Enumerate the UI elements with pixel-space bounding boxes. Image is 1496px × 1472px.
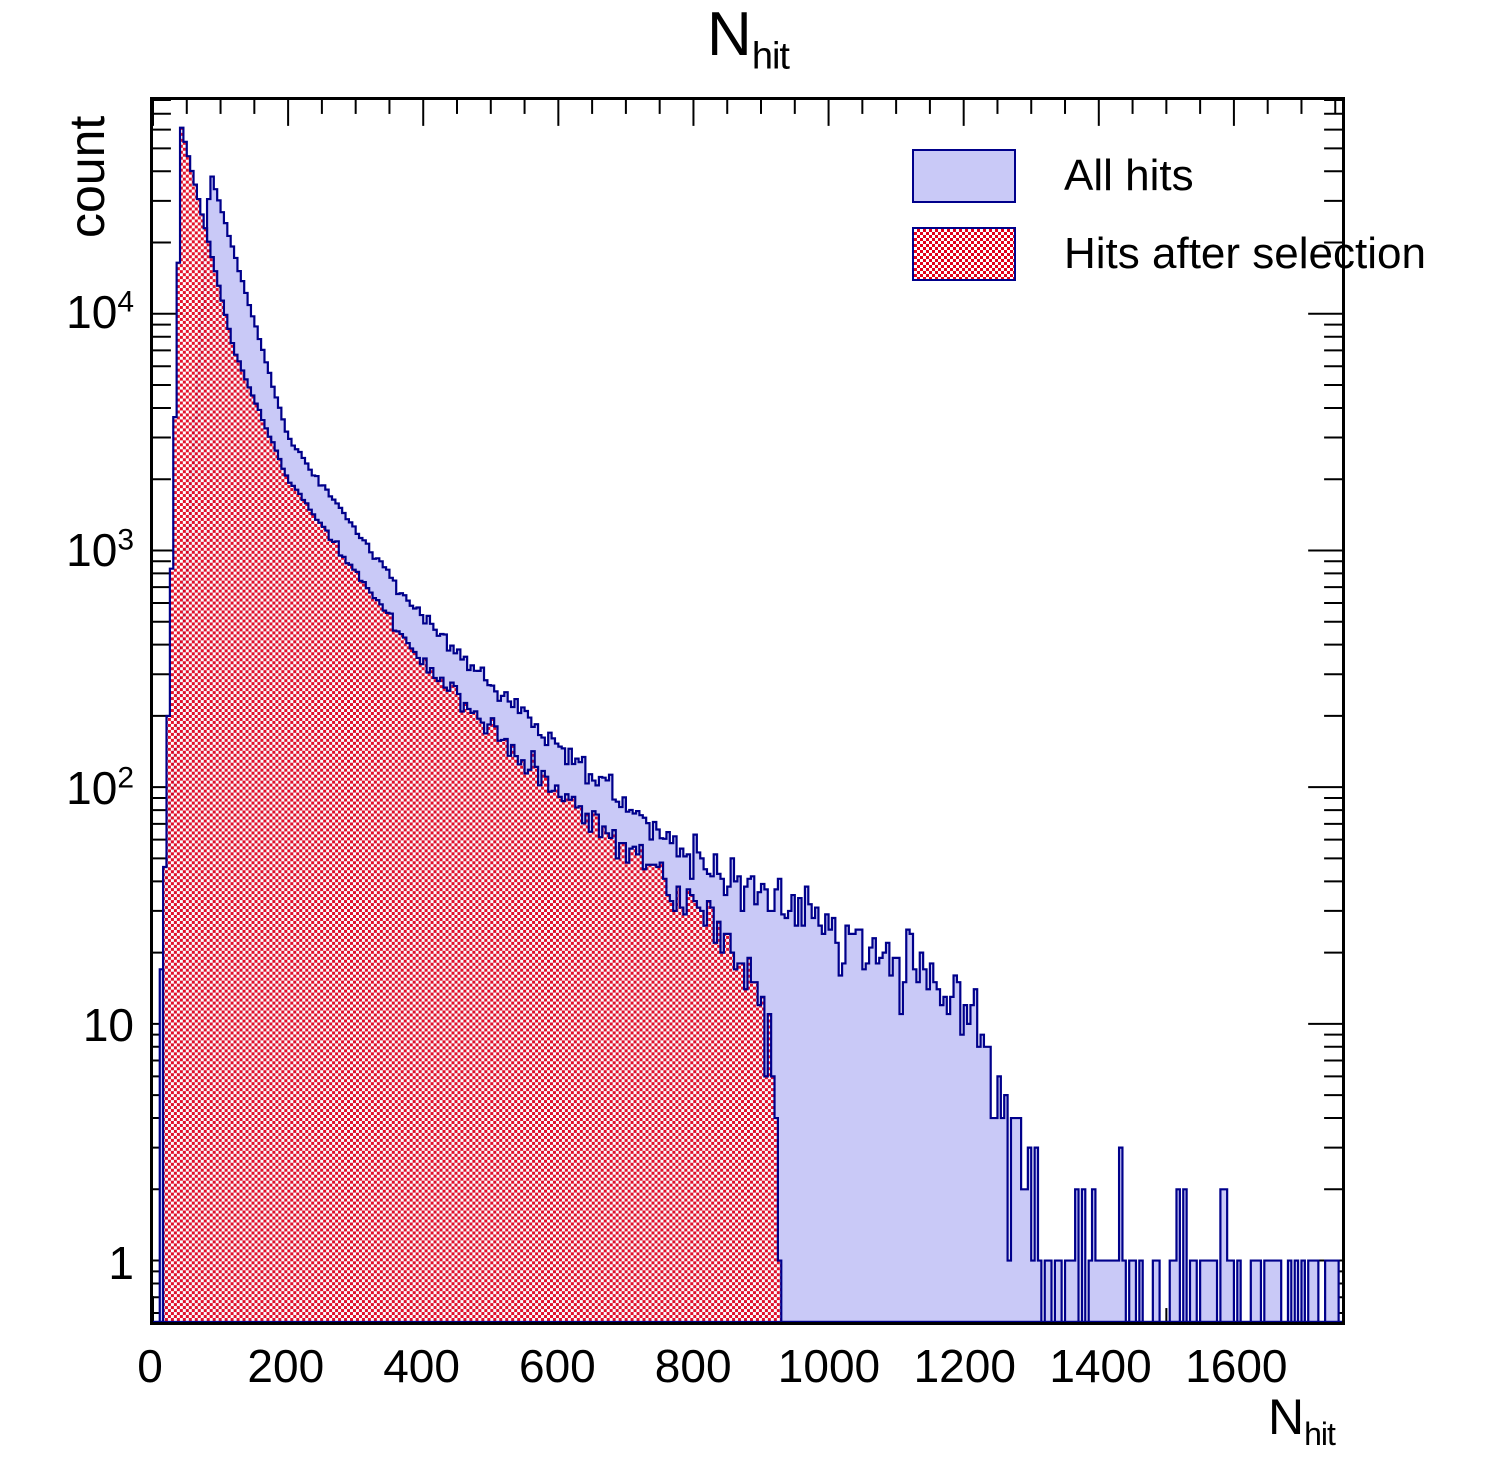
x-axis-title-main: N [1268,1389,1305,1445]
histogram-hits-after-selection [153,128,1342,1322]
y-tick-label: 1 [108,1237,134,1290]
x-axis-title: Nhit [1268,1388,1336,1453]
chart-title: Nhit [0,4,1496,78]
histogram-series [153,128,1342,1322]
legend-swatch-all-hits [912,149,1016,203]
legend-label-hits-after-selection: Hits after selection [1064,229,1426,278]
x-axis-title-subscript: hit [1304,1416,1336,1452]
x-tick-label: 1600 [1185,1340,1288,1392]
x-tick-label: 600 [519,1340,596,1392]
chart-legend: All hits Hits after selection [912,148,1426,304]
legend-label-all-hits: All hits [1064,151,1194,200]
x-tick-label: 200 [247,1340,325,1392]
x-tick-label: 800 [654,1340,732,1392]
y-tick-label: 10 [82,999,134,1052]
x-tick-label: 400 [383,1340,460,1392]
x-tick-label: 1000 [777,1340,881,1392]
plot-frame [150,97,1345,1325]
legend-entry-hits-after-selection: Hits after selection [912,226,1426,282]
chart-title-subscript: hit [751,35,790,78]
legend-entry-all-hits: All hits [912,148,1332,204]
histogram-plot [153,100,1342,1322]
x-tick-label: 0 [137,1340,163,1392]
y-tick-label: 104 [66,285,134,338]
y-axis-title: count [59,115,115,238]
x-tick-label: 1200 [913,1340,1016,1392]
x-tick-label: 1400 [1049,1340,1152,1392]
y-tick-label: 102 [66,761,134,814]
y-tick-label: 103 [66,523,134,576]
chart-title-main: N [707,0,752,69]
legend-swatch-hits-after-selection [912,227,1016,281]
